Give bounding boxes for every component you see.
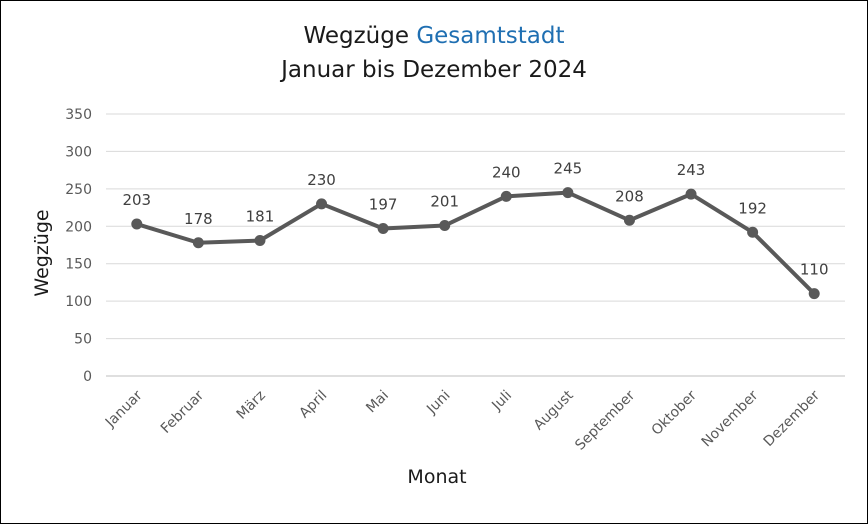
- data-point: [747, 226, 759, 238]
- y-tick-label: 0: [83, 369, 92, 385]
- y-axis-ticks: 0 50 100 150 200 250 300 350: [65, 107, 92, 385]
- gridlines: [106, 113, 845, 377]
- x-tick-label: Juli: [488, 388, 515, 415]
- x-tick-label: Januar: [102, 387, 146, 431]
- data-point: [377, 223, 389, 235]
- data-labels: 203 178 181 230 197 201 240 245 208 243 192 110: [122, 160, 828, 279]
- chart-subtitle: Januar bis Dezember 2024: [281, 57, 587, 83]
- data-label: 181: [246, 208, 275, 226]
- x-tick-label: Februar: [158, 387, 207, 436]
- data-label: 203: [122, 191, 151, 209]
- data-point: [439, 220, 451, 232]
- data-points: [131, 187, 820, 300]
- chart-title: Wegzüge Gesamtstadt: [1, 19, 867, 53]
- data-label: 110: [800, 261, 829, 279]
- y-tick-label: 300: [65, 144, 92, 160]
- x-tick-label: August: [531, 387, 577, 433]
- data-label: 243: [677, 161, 706, 179]
- x-tick-label: Dezember: [761, 387, 824, 450]
- series-line: [134, 190, 817, 296]
- chart-title-accent: Gesamtstadt: [416, 23, 565, 49]
- y-tick-label: 100: [65, 294, 92, 310]
- data-point: [131, 218, 143, 230]
- x-tick-label: September: [572, 387, 638, 453]
- x-tick-label: März: [234, 388, 269, 423]
- data-label: 240: [492, 163, 521, 181]
- x-axis-ticks: Januar Februar März April Mai Juni Juli AugustS…: [102, 387, 823, 453]
- x-tick-label: Mai: [363, 388, 392, 417]
- data-point: [192, 237, 204, 249]
- data-label: 230: [307, 171, 336, 189]
- data-label: 197: [369, 196, 398, 214]
- y-tick-label: 150: [65, 257, 92, 273]
- data-label: 192: [738, 199, 767, 217]
- y-tick-label: 200: [65, 219, 92, 235]
- data-point: [254, 235, 266, 247]
- x-tick-label: Juni: [423, 388, 453, 418]
- chart-title-main: Wegzüge: [303, 23, 410, 49]
- x-tick-label: April: [296, 388, 330, 422]
- data-point: [623, 214, 635, 226]
- x-tick-label: November: [699, 387, 762, 450]
- data-point: [316, 198, 328, 210]
- data-point: [562, 187, 574, 199]
- data-label: 208: [615, 187, 644, 205]
- data-label: 201: [430, 193, 459, 211]
- data-point: [685, 188, 697, 200]
- x-axis-title: Monat: [407, 466, 466, 488]
- data-label: 178: [184, 210, 213, 228]
- y-tick-label: 350: [65, 107, 92, 123]
- chart-title-block: Wegzüge Gesamtstadt Januar bis Dezember …: [1, 19, 867, 87]
- data-label: 245: [554, 160, 583, 178]
- data-point: [808, 288, 820, 300]
- y-axis-title: Wegzüge: [31, 209, 53, 296]
- data-point: [500, 190, 512, 202]
- y-tick-label: 250: [65, 182, 92, 198]
- x-tick-label: Oktober: [649, 387, 700, 438]
- y-tick-label: 50: [74, 332, 92, 348]
